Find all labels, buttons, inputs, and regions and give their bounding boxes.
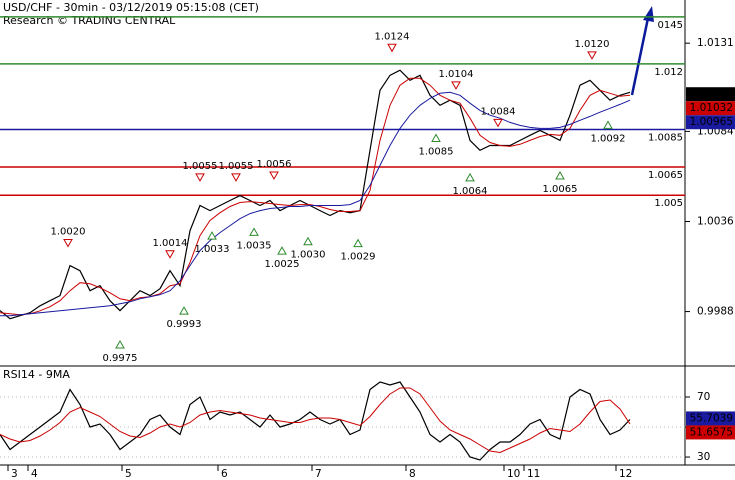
trough-label: 1.0065 (543, 184, 578, 195)
trough-label: 1.0035 (237, 240, 272, 251)
series-line (0, 387, 631, 454)
trough-label: 1.0092 (591, 133, 626, 144)
trough-marker (603, 120, 613, 129)
trough-label: 1.0029 (341, 252, 376, 263)
series-line (0, 91, 631, 317)
peak-marker (451, 81, 461, 90)
level-label: 1.0085 (648, 133, 683, 144)
peak-marker (63, 239, 73, 248)
y-tick-label: 1.0036 (697, 215, 734, 227)
peak-marker (269, 171, 279, 180)
trough-marker (303, 236, 313, 246)
x-tick-label: 8 (409, 468, 416, 480)
rsi-title: RSI14 - 9MA (3, 368, 70, 381)
chart-subtitle: Research © TRADING CENTRAL (3, 14, 176, 27)
trough-marker (353, 238, 363, 248)
y-tick-label: 0.9988 (697, 306, 734, 318)
level-label: 1.005 (654, 198, 683, 209)
peak-label: 1.0056 (257, 159, 292, 170)
peak-label: 1.0120 (575, 39, 610, 50)
peak-marker (165, 250, 175, 259)
projection-arrow-head (643, 6, 654, 22)
trough-label: 0.9975 (103, 353, 138, 364)
peak-label: 1.0084 (481, 106, 516, 117)
x-tick-label: 12 (619, 468, 632, 480)
x-tick-label: 4 (31, 468, 38, 480)
last-value-label: 1.00965 (690, 116, 733, 128)
peak-marker (493, 118, 503, 128)
series-line (0, 381, 631, 461)
last-value-box (686, 425, 735, 440)
last-value-box (686, 101, 735, 116)
trough-marker (431, 133, 441, 143)
last-value-label: 1.01032 (690, 102, 733, 114)
y-tick-label: 30 (697, 451, 710, 463)
trough-marker (115, 339, 125, 349)
peak-label: 1.0055 (219, 161, 254, 172)
trough-label: 1.0085 (419, 147, 454, 158)
series-line (0, 69, 631, 320)
x-tick-label: 7 (315, 468, 322, 480)
level-label: 1.012 (654, 67, 683, 78)
trough-marker (179, 306, 189, 315)
last-value-label: 51.6575 (690, 426, 733, 438)
last-value-box (686, 87, 735, 102)
peak-marker (231, 173, 241, 182)
trough-marker (277, 246, 287, 255)
peak-label: 1.0055 (183, 161, 218, 172)
x-tick-label: 11 (527, 468, 540, 480)
trough-label: 1.0025 (265, 259, 300, 270)
last-value-box (686, 115, 735, 130)
x-tick-label: 3 (11, 468, 18, 480)
last-value-box (686, 411, 735, 426)
peak-label: 1.0020 (51, 227, 86, 238)
peak-marker (195, 173, 205, 182)
x-tick-label: 5 (125, 468, 132, 480)
peak-marker (387, 43, 397, 53)
y-tick-label: 1.0131 (697, 37, 734, 49)
trough-marker (249, 227, 259, 236)
peak-label: 1.0104 (439, 69, 474, 80)
trough-marker (555, 171, 565, 180)
last-value-label: 1.01038 (690, 88, 733, 100)
trough-label: 1.0030 (291, 250, 326, 261)
peak-label: 1.0014 (153, 238, 188, 249)
trough-label: 1.0064 (453, 186, 488, 197)
level-label: 0145 (658, 20, 683, 31)
trough-marker (465, 172, 475, 182)
trough-marker (207, 231, 217, 240)
level-label: 1.0065 (648, 170, 683, 181)
chart-title: USD/CHF - 30min - 03/12/2019 05:15:08 (C… (3, 1, 259, 14)
x-tick-label: 6 (221, 468, 228, 480)
trough-label: 0.9993 (167, 319, 202, 330)
y-tick-label: 70 (697, 391, 710, 403)
peak-marker (587, 51, 597, 60)
last-value-label: 55.7039 (690, 412, 733, 424)
projection-arrow (630, 17, 650, 96)
trough-label: 1.0033 (195, 244, 230, 255)
peak-label: 1.0124 (375, 31, 410, 42)
x-tick-label: 10 (507, 468, 520, 480)
